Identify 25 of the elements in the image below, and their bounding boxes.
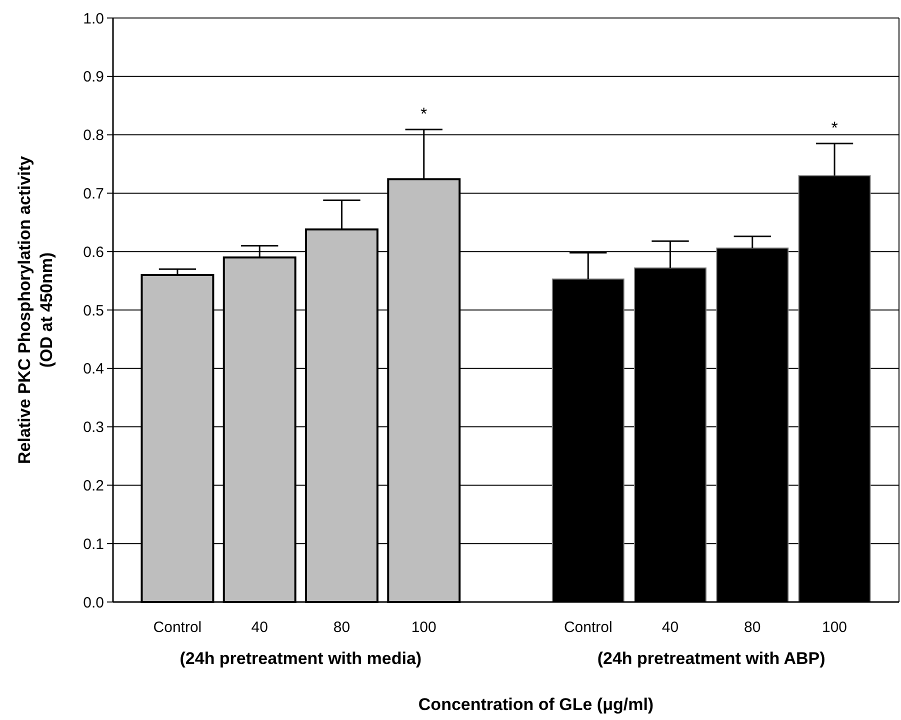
y-tick-label: 0.1 xyxy=(83,536,104,553)
y-tick-label: 0.2 xyxy=(83,477,104,494)
y-tick-label: 1.0 xyxy=(83,10,104,28)
y-tick-label: 0.5 xyxy=(83,302,104,320)
y-tick-label: 0.9 xyxy=(83,68,104,86)
y-tick-label: 0.3 xyxy=(83,419,104,436)
x-tick-label: Control xyxy=(564,619,612,636)
y-tick-label: 0.0 xyxy=(83,594,104,612)
annotation: * xyxy=(831,118,838,138)
x-tick-label: 100 xyxy=(822,619,848,636)
y-tick-label: 0.7 xyxy=(83,185,104,202)
x-tick-label: 80 xyxy=(744,619,761,636)
x-tick-label: 100 xyxy=(411,619,436,636)
annotation: * xyxy=(420,104,428,124)
x-tick-label: 40 xyxy=(662,619,679,636)
y-tick-label: 0.6 xyxy=(83,244,104,261)
text: (24h pretreatment with ABP) xyxy=(597,649,826,668)
x-axis-title: Concentration of GLe (μg/ml) xyxy=(418,695,654,714)
text: (24h pretreatment with media) xyxy=(180,649,422,668)
x-tick-label: 40 xyxy=(251,619,268,636)
x-tick-label: 80 xyxy=(333,619,350,636)
y-tick-label: 0.4 xyxy=(83,360,104,378)
y-tick-label: 0.8 xyxy=(83,127,104,144)
x-tick-label: Control xyxy=(153,619,202,636)
y-axis-title: Relative PKC Phosphorylation activity (OD at 450nm) xyxy=(15,155,56,464)
